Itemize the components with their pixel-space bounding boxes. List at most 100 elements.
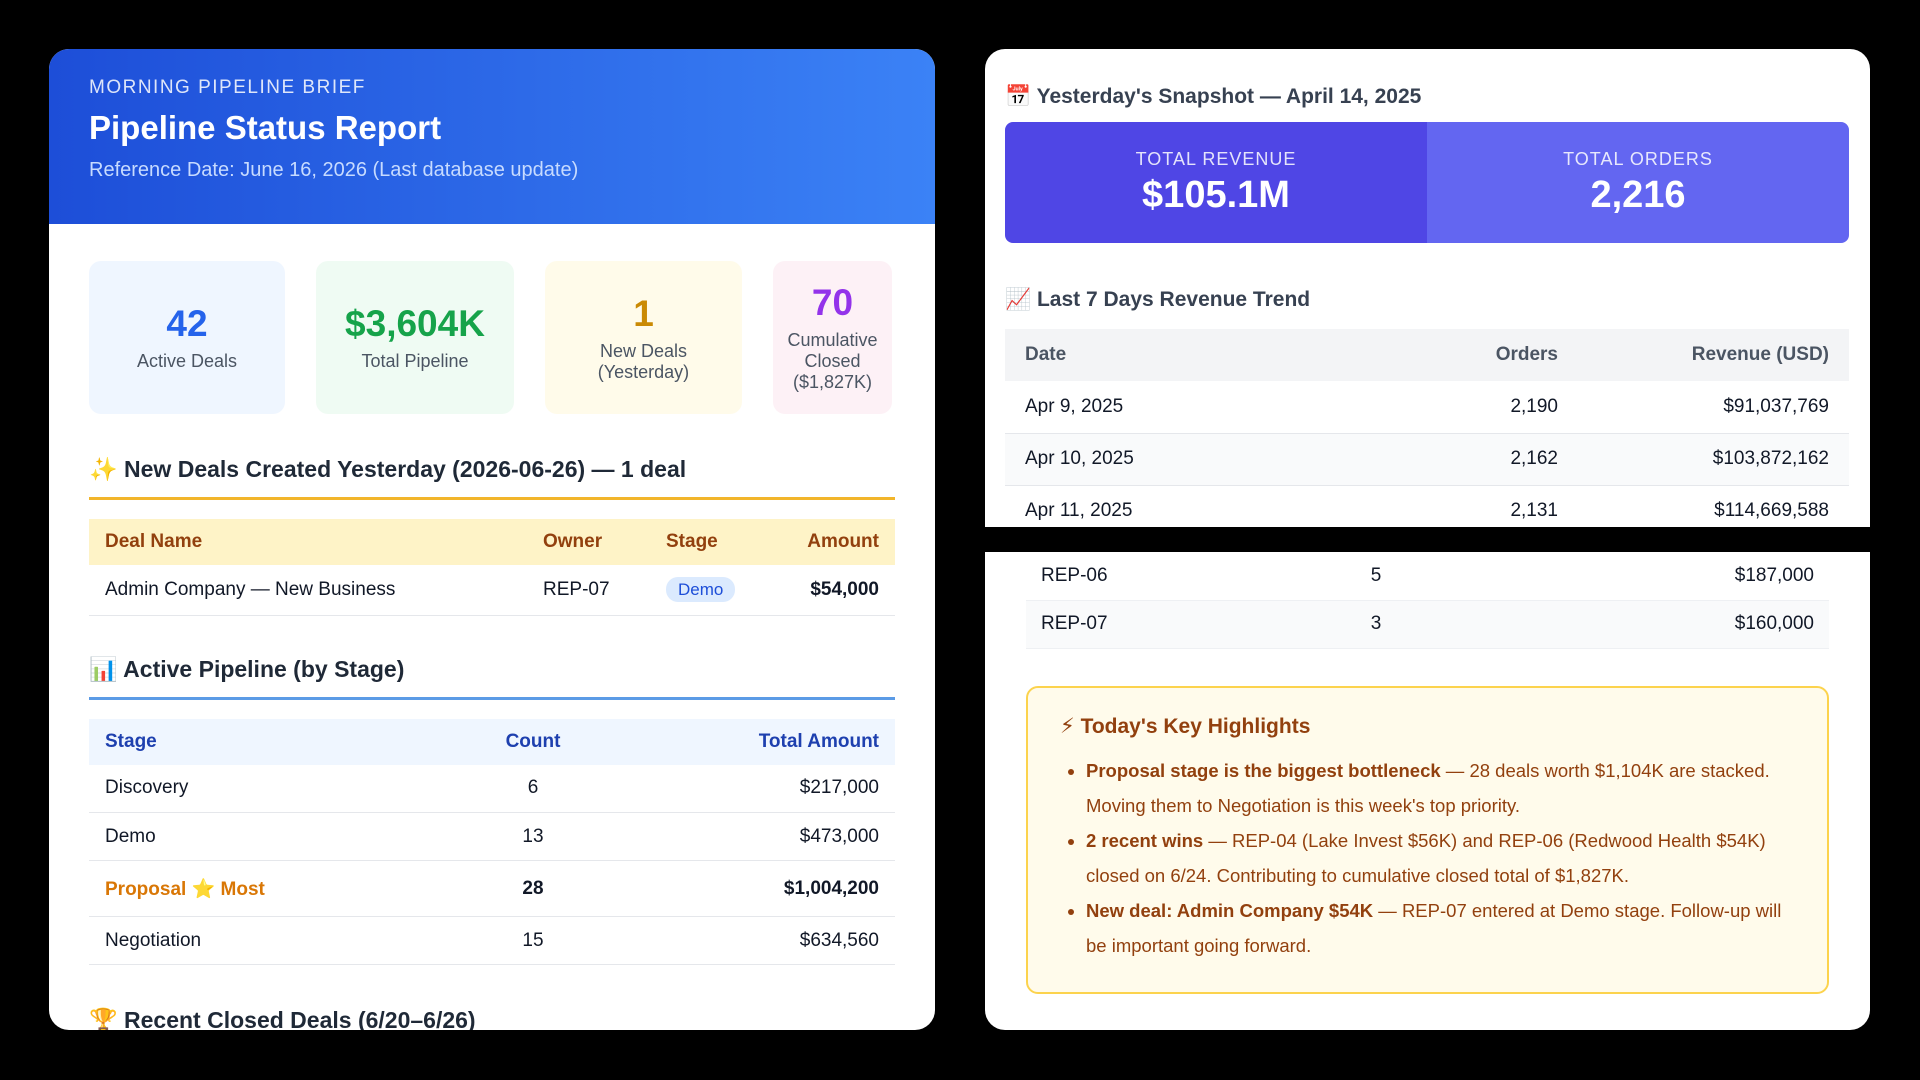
table-cell: $217,000 xyxy=(603,764,895,813)
table-cell: $187,000 xyxy=(1406,552,1829,601)
table-cell: 15 xyxy=(463,916,603,965)
header-row: Deal Name Owner Stage Amount xyxy=(89,519,895,565)
kpi-card: 70 Cumulative Closed ($1,827K) xyxy=(773,261,892,414)
table-cell: Demo xyxy=(650,565,760,616)
highlights-title: ⚡ Today's Key Highlights xyxy=(1060,714,1311,738)
table-cell: 28 xyxy=(463,860,603,917)
column-header: Count xyxy=(463,718,603,765)
table-cell: Admin Company — New Business xyxy=(89,565,527,616)
highlights-box: ⚡ Today's Key Highlights Proposal stage … xyxy=(1026,685,1829,994)
new-deals-table: Deal Name Owner Stage Amount Admin Company —… xyxy=(89,519,895,616)
highlight-item: 2 recent wins — REP-04 (Lake Invest $56K… xyxy=(1086,823,1795,893)
report-header: MORNING PIPELINE BRIEF Pipeline Status R… xyxy=(49,49,935,224)
column-header: Revenue (USD) xyxy=(1578,329,1849,381)
report-subtitle: Reference Date: June 16, 2026 (Last data… xyxy=(89,159,579,181)
kpi-label: Cumulative Closed ($1,827K) xyxy=(787,330,878,392)
column-header: Stage xyxy=(650,519,760,565)
section-heading: 📊 Active Pipeline (by Stage) xyxy=(89,656,895,700)
table-cell: $114,669,588 xyxy=(1578,485,1849,527)
header-row: Stage Count Total Amount xyxy=(89,718,895,765)
kpi-value: 42 xyxy=(166,303,208,344)
highlight-item: New deal: Admin Company $54K — REP-07 en… xyxy=(1086,893,1795,963)
kpi-value: $3,604K xyxy=(345,303,485,344)
table-cell: $160,000 xyxy=(1406,600,1829,649)
table-body: REP-06 5 $187,000 REP-07 3 $160,000 xyxy=(1026,552,1829,649)
table-cell: $1,004,200 xyxy=(603,860,895,917)
table-cell: $54,000 xyxy=(760,565,895,616)
highlight-item: Proposal stage is the biggest bottleneck… xyxy=(1086,753,1795,823)
table-cell: REP-07 xyxy=(527,565,650,616)
table-cell: $103,872,162 xyxy=(1578,433,1849,486)
table-row: REP-06 5 $187,000 xyxy=(1026,552,1829,601)
table-cell: Negotiation xyxy=(89,916,463,965)
rep-table: REP-06 5 $187,000 REP-07 3 $160,000 xyxy=(1026,552,1829,649)
trend-table: Date Orders Revenue (USD) Apr 9, 2025 2,190 $… xyxy=(1005,329,1849,527)
trend-heading: 📈 Last 7 Days Revenue Trend xyxy=(1005,288,1311,311)
table-cell: REP-06 xyxy=(1026,552,1346,601)
metric-card: TOTAL REVENUE $105.1M xyxy=(1005,122,1427,243)
table-row: Demo 13 $473,000 xyxy=(89,812,895,861)
table-cell: Discovery xyxy=(89,764,463,813)
column-header: Orders xyxy=(1388,329,1578,381)
kpi-label: Active Deals xyxy=(136,351,238,371)
metric-value: 2,216 xyxy=(1590,173,1686,216)
metric-label: TOTAL ORDERS xyxy=(1563,148,1713,169)
table-cell: Proposal ⭐ Most xyxy=(89,860,463,917)
table-cell: REP-07 xyxy=(1026,600,1346,649)
table-head: Deal Name Owner Stage Amount xyxy=(89,519,895,565)
report-panel: MORNING PIPELINE BRIEF Pipeline Status R… xyxy=(49,49,935,1030)
stage-badge: Demo xyxy=(666,576,736,602)
metrics: TOTAL REVENUE $105.1M TOTAL ORDERS 2,216 xyxy=(1005,122,1849,243)
column-header: Date xyxy=(1005,329,1388,381)
kpi-value: 70 xyxy=(811,282,854,323)
table-cell: $473,000 xyxy=(603,812,895,861)
table-row: Negotiation 15 $634,560 xyxy=(89,916,895,965)
header-row: Date Orders Revenue (USD) xyxy=(1005,329,1849,381)
kpi-card: 42 Active Deals xyxy=(89,261,285,414)
table-row: Admin Company — New Business REP-07 Demo $5… xyxy=(89,565,895,616)
table-head: Stage Count Total Amount xyxy=(89,718,895,765)
highlight-lead: Proposal stage is the biggest bottleneck xyxy=(1086,759,1441,781)
highlight-lead: 2 recent wins xyxy=(1086,829,1204,851)
highlights-panel: REP-06 5 $187,000 REP-07 3 $160,000 ⚡ Today's… xyxy=(985,552,1870,1030)
kpi-card: 1 New Deals (Yesterday) xyxy=(545,261,742,414)
snapshot-heading: 📅 Yesterday's Snapshot — April 14, 2025 xyxy=(1005,85,1422,108)
section-heading: 🏆 Recent Closed Deals (6/20–6/26) xyxy=(89,1007,476,1030)
table-cell: Apr 10, 2025 xyxy=(1005,433,1388,486)
highlight-text: — REP-04 (Lake Invest $56K) and REP-06 (… xyxy=(1086,829,1766,886)
table-row: Discovery 6 $217,000 xyxy=(89,764,895,813)
column-header: Deal Name xyxy=(89,519,527,565)
kpi-label: Total Pipeline xyxy=(361,351,469,371)
table-cell: 3 xyxy=(1346,600,1406,649)
column-header: Total Amount xyxy=(603,718,895,765)
column-header: Owner xyxy=(527,519,650,565)
column-header: Amount xyxy=(760,519,895,565)
section-heading: ✨ New Deals Created Yesterday (2026-06-2… xyxy=(89,456,895,500)
eyebrow: MORNING PIPELINE BRIEF xyxy=(89,77,366,98)
table-row: Proposal ⭐ Most 28 $1,004,200 xyxy=(89,860,895,917)
table-row: Apr 11, 2025 2,131 $114,669,588 xyxy=(1005,485,1849,527)
table-cell: $634,560 xyxy=(603,916,895,965)
pipeline-table: Stage Count Total Amount Discovery 6 $217,000… xyxy=(89,718,895,965)
highlight-text: — 28 deals worth $1,104K are stacked. Mo… xyxy=(1086,759,1770,816)
kpi-card: $3,604K Total Pipeline xyxy=(316,261,514,414)
table-cell: Apr 9, 2025 xyxy=(1005,381,1388,434)
table-cell: 13 xyxy=(463,812,603,861)
highlights-list: Proposal stage is the biggest bottleneck… xyxy=(1060,753,1795,963)
highlight-lead: New deal: Admin Company $54K xyxy=(1086,899,1374,921)
column-header: Stage xyxy=(89,718,463,765)
table-cell: Demo xyxy=(89,812,463,861)
table-head: Date Orders Revenue (USD) xyxy=(1005,329,1849,381)
kpi-label: New Deals (Yesterday) xyxy=(597,340,690,382)
metric-label: TOTAL REVENUE xyxy=(1135,148,1297,169)
table-row: Apr 9, 2025 2,190 $91,037,769 xyxy=(1005,381,1849,434)
table-cell: Apr 11, 2025 xyxy=(1005,485,1388,527)
table-body: Admin Company — New Business REP-07 Demo $5… xyxy=(89,565,895,616)
table-cell: 2,162 xyxy=(1388,433,1578,486)
table-cell: 2,131 xyxy=(1388,485,1578,527)
kpi-value: 1 xyxy=(633,292,654,334)
table-cell: $91,037,769 xyxy=(1578,381,1849,434)
metric-value: $105.1M xyxy=(1142,173,1290,216)
